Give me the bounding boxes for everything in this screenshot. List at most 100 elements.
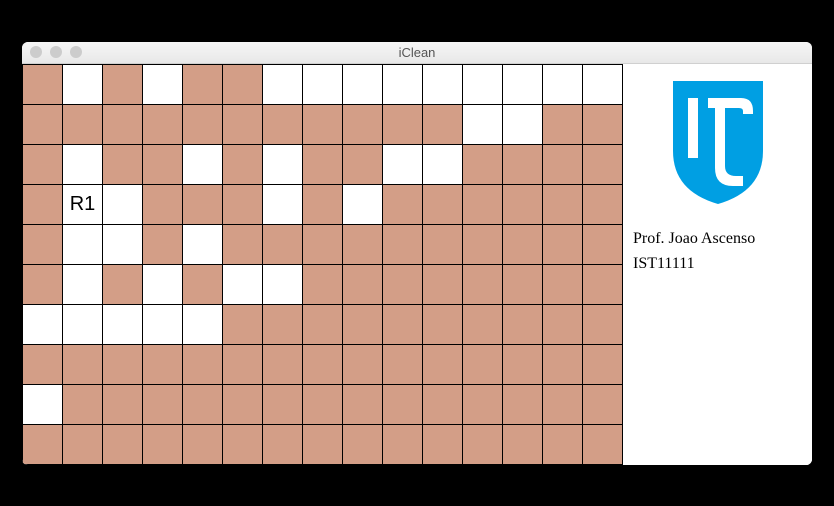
grid-cell bbox=[62, 424, 102, 464]
grid-cell bbox=[22, 104, 62, 144]
grid-cell bbox=[542, 384, 582, 424]
grid-cell bbox=[542, 64, 582, 104]
grid-cell bbox=[542, 304, 582, 344]
grid-cell bbox=[582, 104, 622, 144]
ist-logo-icon bbox=[663, 76, 773, 206]
grid-cell bbox=[142, 64, 182, 104]
grid-cell bbox=[22, 64, 62, 104]
grid-cell bbox=[382, 64, 422, 104]
grid-cell bbox=[462, 384, 502, 424]
grid-cell bbox=[102, 104, 142, 144]
grid-cell bbox=[502, 104, 542, 144]
grid-cell bbox=[222, 224, 262, 264]
grid-cell bbox=[342, 384, 382, 424]
grid-cell bbox=[462, 424, 502, 464]
grid-cell bbox=[382, 384, 422, 424]
zoom-icon[interactable] bbox=[70, 46, 82, 58]
grid-cell bbox=[422, 184, 462, 224]
grid-cell bbox=[142, 304, 182, 344]
grid-cell bbox=[142, 144, 182, 184]
grid-cell bbox=[262, 384, 302, 424]
grid-cell bbox=[462, 64, 502, 104]
grid-cell bbox=[382, 184, 422, 224]
grid-cell bbox=[582, 424, 622, 464]
grid-cell bbox=[502, 184, 542, 224]
grid-cell bbox=[22, 304, 62, 344]
grid-cell bbox=[582, 184, 622, 224]
robot-cell: R1 bbox=[62, 184, 102, 224]
grid-cell bbox=[102, 184, 142, 224]
grid-cell bbox=[582, 304, 622, 344]
grid-cell bbox=[222, 264, 262, 304]
grid-cell bbox=[22, 384, 62, 424]
grid-cell bbox=[62, 104, 102, 144]
grid-cell bbox=[462, 264, 502, 304]
grid-cell bbox=[22, 224, 62, 264]
grid-cell bbox=[222, 344, 262, 384]
grid-cell bbox=[182, 344, 222, 384]
grid-cell bbox=[342, 424, 382, 464]
grid-cell bbox=[222, 104, 262, 144]
grid-cell bbox=[222, 184, 262, 224]
grid-cell bbox=[142, 264, 182, 304]
grid-cell bbox=[102, 384, 142, 424]
grid-cell bbox=[502, 224, 542, 264]
grid-cell bbox=[222, 304, 262, 344]
grid-cell bbox=[262, 144, 302, 184]
grid-cell bbox=[302, 64, 342, 104]
grid-cell bbox=[382, 304, 422, 344]
grid-cell bbox=[422, 264, 462, 304]
grid-cell bbox=[142, 184, 182, 224]
window-controls bbox=[22, 46, 82, 58]
grid-cell bbox=[582, 224, 622, 264]
grid-cell bbox=[462, 144, 502, 184]
grid-cell bbox=[302, 184, 342, 224]
grid-cell bbox=[22, 184, 62, 224]
professor-name: Prof. Joao Ascenso bbox=[633, 226, 802, 252]
grid-cell bbox=[542, 344, 582, 384]
grid-cell bbox=[462, 104, 502, 144]
grid-cell bbox=[142, 104, 182, 144]
grid-cell bbox=[302, 144, 342, 184]
grid-cell bbox=[342, 184, 382, 224]
grid-cell bbox=[62, 144, 102, 184]
grid-cell bbox=[502, 424, 542, 464]
grid-cell bbox=[382, 344, 422, 384]
grid-cell bbox=[462, 344, 502, 384]
grid-cell bbox=[462, 224, 502, 264]
grid-cell bbox=[102, 144, 142, 184]
grid-cell bbox=[542, 264, 582, 304]
grid-cell bbox=[302, 104, 342, 144]
grid-cell bbox=[422, 144, 462, 184]
grid-cell bbox=[502, 264, 542, 304]
grid-container: R1 bbox=[22, 64, 623, 465]
grid-cell bbox=[262, 224, 302, 264]
grid-cell bbox=[342, 344, 382, 384]
grid-cell bbox=[22, 144, 62, 184]
grid-cell bbox=[462, 184, 502, 224]
grid-cell bbox=[62, 224, 102, 264]
grid-cell bbox=[302, 344, 342, 384]
grid-cell bbox=[382, 424, 422, 464]
grid-cell bbox=[62, 384, 102, 424]
grid-cell bbox=[62, 264, 102, 304]
titlebar[interactable]: iClean bbox=[22, 42, 812, 64]
minimize-icon[interactable] bbox=[50, 46, 62, 58]
grid-cell bbox=[582, 144, 622, 184]
grid-cell bbox=[182, 184, 222, 224]
grid-cell bbox=[102, 304, 142, 344]
grid-cell bbox=[182, 424, 222, 464]
grid-cell bbox=[302, 424, 342, 464]
grid-cell bbox=[182, 384, 222, 424]
grid-cell bbox=[542, 104, 582, 144]
grid-cell bbox=[62, 64, 102, 104]
grid-cell bbox=[142, 224, 182, 264]
grid-cell bbox=[302, 304, 342, 344]
grid-cell bbox=[422, 64, 462, 104]
logo-wrap bbox=[633, 76, 802, 206]
close-icon[interactable] bbox=[30, 46, 42, 58]
grid-cell bbox=[342, 304, 382, 344]
grid-cell bbox=[342, 144, 382, 184]
grid-cell bbox=[262, 264, 302, 304]
sidebar: Prof. Joao Ascenso IST11111 bbox=[623, 64, 812, 465]
